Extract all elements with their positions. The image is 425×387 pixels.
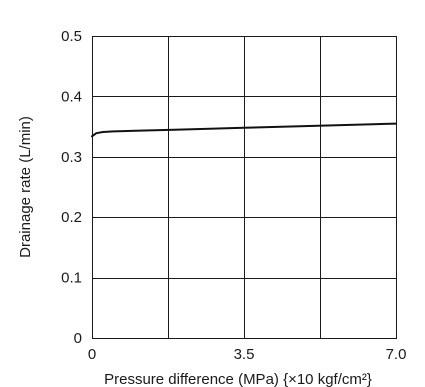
y-tick-label-5: 0.5 — [61, 28, 82, 45]
y-tick-label-2: 0.2 — [61, 209, 82, 226]
y-tick-label-0: 0 — [74, 330, 82, 347]
plot-frame — [91, 35, 398, 340]
grid — [92, 36, 397, 339]
x-axis-label: Pressure difference (MPa) {×10 kgf/cm²} — [104, 371, 372, 387]
x-tick-label-2: 7.0 — [386, 346, 407, 363]
series-group — [91, 122, 397, 138]
x-tick-label-0: 0 — [88, 346, 96, 363]
y-tick-labels: 0 0.1 0.2 0.3 0.4 0.5 — [61, 28, 82, 347]
y-tick-label-3: 0.3 — [61, 149, 82, 166]
series-line-0 — [91, 122, 397, 138]
x-tick-label-1: 3.5 — [234, 346, 255, 363]
y-tick-label-4: 0.4 — [61, 88, 82, 105]
y-axis-label: Drainage rate (L/min) — [17, 116, 34, 258]
x-tick-labels: 0 3.5 7.0 — [88, 346, 407, 363]
y-tick-label-1: 0.1 — [61, 270, 82, 287]
